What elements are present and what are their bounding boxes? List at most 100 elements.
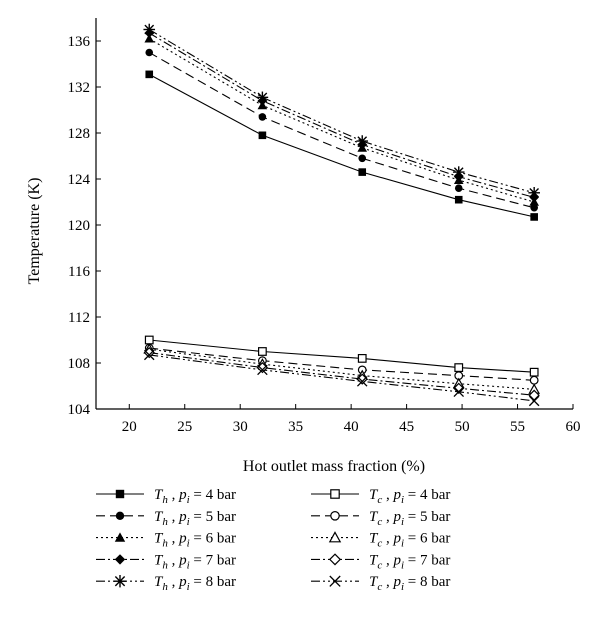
legend-label: Tc , pi = 8 bar [369,574,450,593]
data-point [452,166,465,178]
y-tick-label: 112 [68,310,90,326]
data-point [258,113,267,121]
data-point [530,213,538,221]
data-point [145,48,154,57]
legend-label: Tc , pi = 4 bar [369,487,450,506]
marker-shape [145,70,154,79]
legend-item: Th , pi = 8 bar [96,574,236,593]
legend-label: Tc , pi = 6 bar [369,531,450,550]
marker-shape [454,363,464,372]
marker-shape [453,382,465,394]
series-line-6 [149,339,535,373]
marker-stroke [357,136,368,146]
series-line-1 [148,73,535,218]
x-tick-label: 25 [177,419,192,435]
legend-item: Th , pi = 4 bar [96,487,236,506]
y-tick-label: 128 [68,126,91,142]
y-tick-label: 108 [68,356,91,372]
legend-marker [328,553,342,566]
legend-label: Th , pi = 6 bar [154,531,236,550]
data-point [356,376,368,387]
x-tick-label: 40 [344,419,359,435]
marker-stroke [114,576,126,587]
x-tick-label: 45 [399,419,414,435]
marker-shape [145,48,154,57]
legend-item: Tc , pi = 7 bar [311,552,450,571]
x-axis-title: Hot outlet mass fraction (%) [243,458,425,475]
data-point [356,135,369,147]
x-tick-label: 60 [566,419,581,435]
marker-stroke [529,187,540,198]
data-point [454,363,464,372]
series-line-8 [149,348,535,390]
data-point [257,364,268,376]
legend-label: Tc , pi = 7 bar [369,552,450,571]
legend-item: Tc , pi = 8 bar [311,574,450,593]
y-tick-label: 120 [68,218,91,234]
marker-shape [144,33,155,43]
marker-shape [357,354,367,363]
marker-shape [528,389,540,401]
data-point [144,335,154,345]
marker-shape [358,168,367,176]
marker-stroke [144,24,155,35]
marker-shape [530,213,538,221]
y-tick-label: 116 [68,264,90,280]
data-point [144,33,155,43]
x-tick-label: 55 [510,419,525,435]
series-line-7 [149,347,535,381]
legend-item: Th , pi = 6 bar [96,531,236,550]
legend: Th , pi = 4 bar Th , pi = 5 bar Th , pi = … [96,487,450,593]
marker-shape [328,531,342,543]
series-lines [148,29,535,402]
marker-shape [258,131,267,140]
x-tick-label: 35 [288,419,303,435]
data-point [528,389,540,401]
legend-item: Tc , pi = 5 bar [311,509,450,528]
data-point [257,347,267,356]
data-point [143,349,155,361]
marker-stroke [329,575,341,587]
data-point [529,375,539,385]
marker-stroke [257,364,268,376]
series-line-4 [148,32,535,198]
data-point [528,187,540,199]
series-line-9 [149,352,535,396]
marker-shape [114,554,126,565]
legend-label: Th , pi = 7 bar [154,552,236,571]
series-line-2 [148,52,535,209]
axes: 20 25 30 35 40 45 50 55 60 104 108 112 116 120 124 128 1… [68,18,581,435]
marker-stroke [356,376,368,387]
legend-item: Th , pi = 7 bar [96,552,236,571]
marker-shape [330,510,340,521]
legend-marker [328,531,342,543]
legend-label: Th , pi = 4 bar [154,487,236,506]
marker-shape [454,184,463,192]
data-point [528,395,540,407]
x-tick-label: 30 [233,419,248,435]
y-tick-label: 132 [68,80,91,96]
y-tick-label: 136 [68,34,91,50]
legend-label: Th , pi = 5 bar [154,509,236,528]
data-point [256,91,269,104]
marker-shape [529,375,539,385]
data-point [529,367,539,377]
legend-item: Th , pi = 5 bar [96,509,236,528]
marker-stroke [143,349,155,361]
marker-stroke [257,92,268,103]
data-point [143,23,156,36]
marker-shape [358,154,367,163]
legend-item: Tc , pi = 4 bar [311,487,450,506]
marker-shape [328,553,342,566]
marker-shape [115,511,125,520]
legend-label: Tc , pi = 5 bar [369,509,450,528]
marker-shape [114,532,126,542]
y-axis-title: Temperature (K) [26,178,43,285]
data-point [530,203,538,212]
legend-marker [330,510,340,521]
legend-marker [329,575,341,587]
marker-shape [257,347,267,356]
x-tick-label: 50 [455,419,470,435]
legend-marker [114,532,126,542]
